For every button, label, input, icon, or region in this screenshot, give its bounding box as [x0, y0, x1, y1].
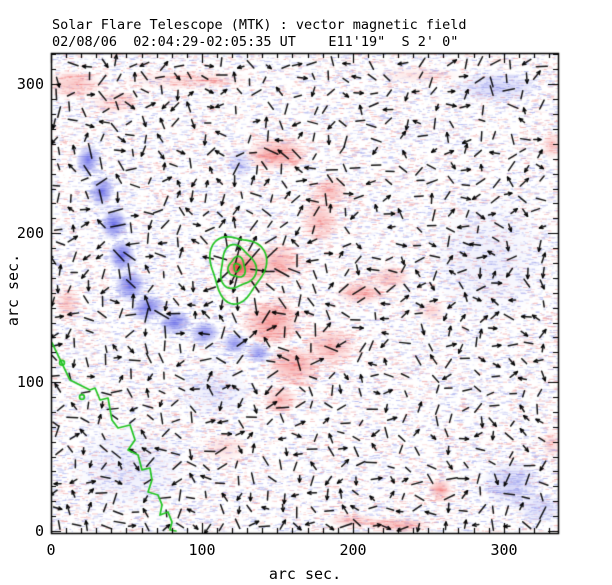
x-axis-label: arc sec. [268, 565, 342, 583]
y-tick-label-300: 300 [16, 75, 44, 93]
plot-title: Solar Flare Telescope (MTK) : vector mag… [52, 17, 467, 33]
y-tick-label-0: 0 [34, 522, 44, 540]
plot-subtitle: 02/08/06 02:04:29-02:05:35 UT E11'19" S … [52, 34, 459, 50]
x-tick-label-100: 100 [188, 541, 216, 559]
y-axis-label: arc sec. [3, 253, 22, 327]
x-tick-label-0: 0 [46, 541, 56, 559]
y-tick-label-100: 100 [16, 373, 44, 391]
x-tick-label-200: 200 [339, 541, 367, 559]
y-tick-label-200: 200 [16, 224, 44, 242]
x-tick-label-300: 300 [490, 541, 518, 559]
